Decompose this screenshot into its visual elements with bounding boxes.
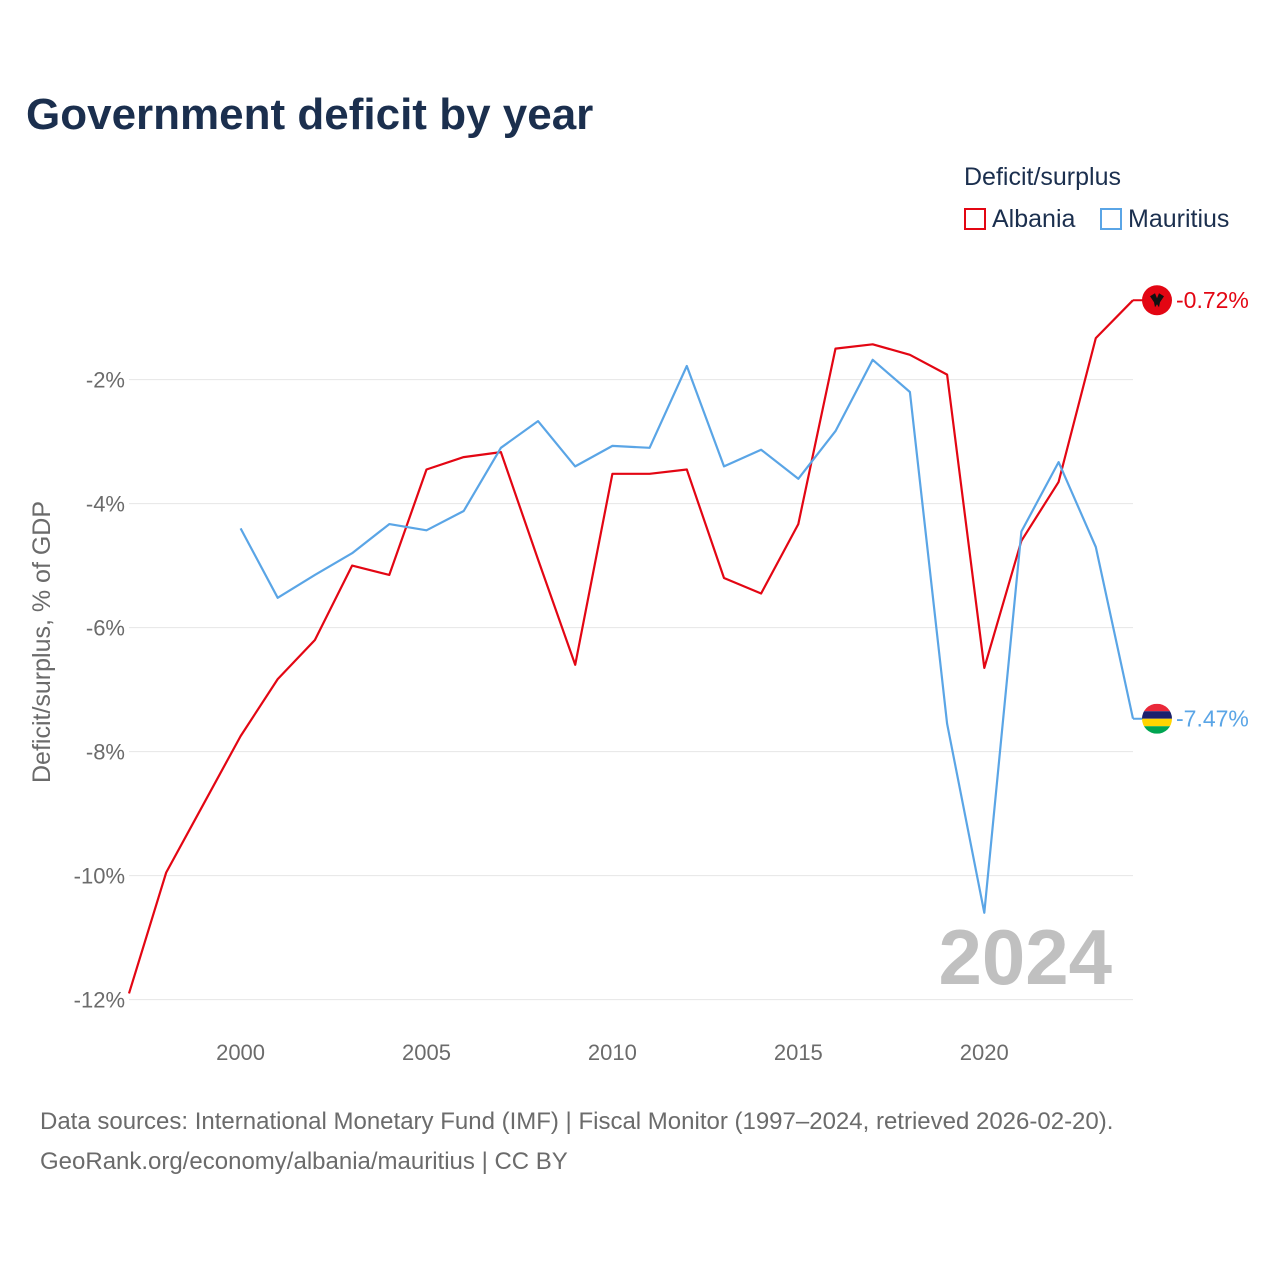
- y-tick-label: -6%: [86, 616, 125, 641]
- x-axis-ticks: 2000 2005 2010 2015 2020: [216, 1040, 1009, 1065]
- mauritius-flag-stripe: [1142, 726, 1172, 734]
- legend-title: Deficit/surplus: [964, 163, 1121, 191]
- legend-item-mauritius[interactable]: Mauritius: [1100, 204, 1229, 234]
- albania-eagle-icon: [1150, 293, 1164, 308]
- series-line-mauritius: [239, 358, 1135, 914]
- series-lines: [127, 299, 1135, 994]
- year-watermark: 2024: [938, 913, 1112, 1001]
- x-tick-label: 2010: [588, 1040, 637, 1065]
- x-tick-label: 2000: [216, 1040, 265, 1065]
- y-tick-label: -8%: [86, 740, 125, 765]
- y-tick-label: -4%: [86, 492, 125, 517]
- x-tick-label: 2015: [774, 1040, 823, 1065]
- end-value-label-albania: -0.72%: [1176, 287, 1249, 313]
- legend-item-albania[interactable]: Albania: [964, 204, 1075, 234]
- footer-attribution[interactable]: GeoRank.org/economy/albania/mauritius | …: [40, 1148, 568, 1175]
- y-tick-label: -12%: [74, 988, 125, 1013]
- end-value-label-mauritius: -7.47%: [1176, 706, 1249, 732]
- mauritius-flag-stripe: [1142, 711, 1172, 719]
- mauritius-flag-stripe: [1142, 718, 1172, 727]
- mauritius-flag-icon: [1142, 703, 1172, 734]
- x-tick-label: 2005: [402, 1040, 451, 1065]
- line-chart: -2% -4% -6% -8% -10% -12% 2000 2005 2010 2015 202…: [28, 285, 1249, 1065]
- mauritius-flag-stripe: [1142, 703, 1172, 712]
- end-markers: -0.72% -7.47%: [1133, 285, 1249, 734]
- y-axis-ticks: -2% -4% -6% -8% -10% -12%: [74, 368, 125, 1013]
- legend-swatch-mauritius: [1100, 208, 1122, 230]
- gridlines: [129, 379, 1133, 1001]
- y-axis-label: Deficit/surplus, % of GDP: [28, 501, 56, 783]
- legend-swatch-albania: [964, 208, 986, 230]
- y-tick-label: -2%: [86, 368, 125, 393]
- series-line-albania: [127, 299, 1134, 994]
- legend-label-albania: Albania: [992, 204, 1076, 233]
- chart-title: Government deficit by year: [26, 90, 594, 139]
- footer-sources: Data sources: International Monetary Fun…: [40, 1108, 1114, 1135]
- legend-label-mauritius: Mauritius: [1128, 204, 1230, 233]
- y-tick-label: -10%: [74, 864, 125, 889]
- x-tick-label: 2020: [960, 1040, 1009, 1065]
